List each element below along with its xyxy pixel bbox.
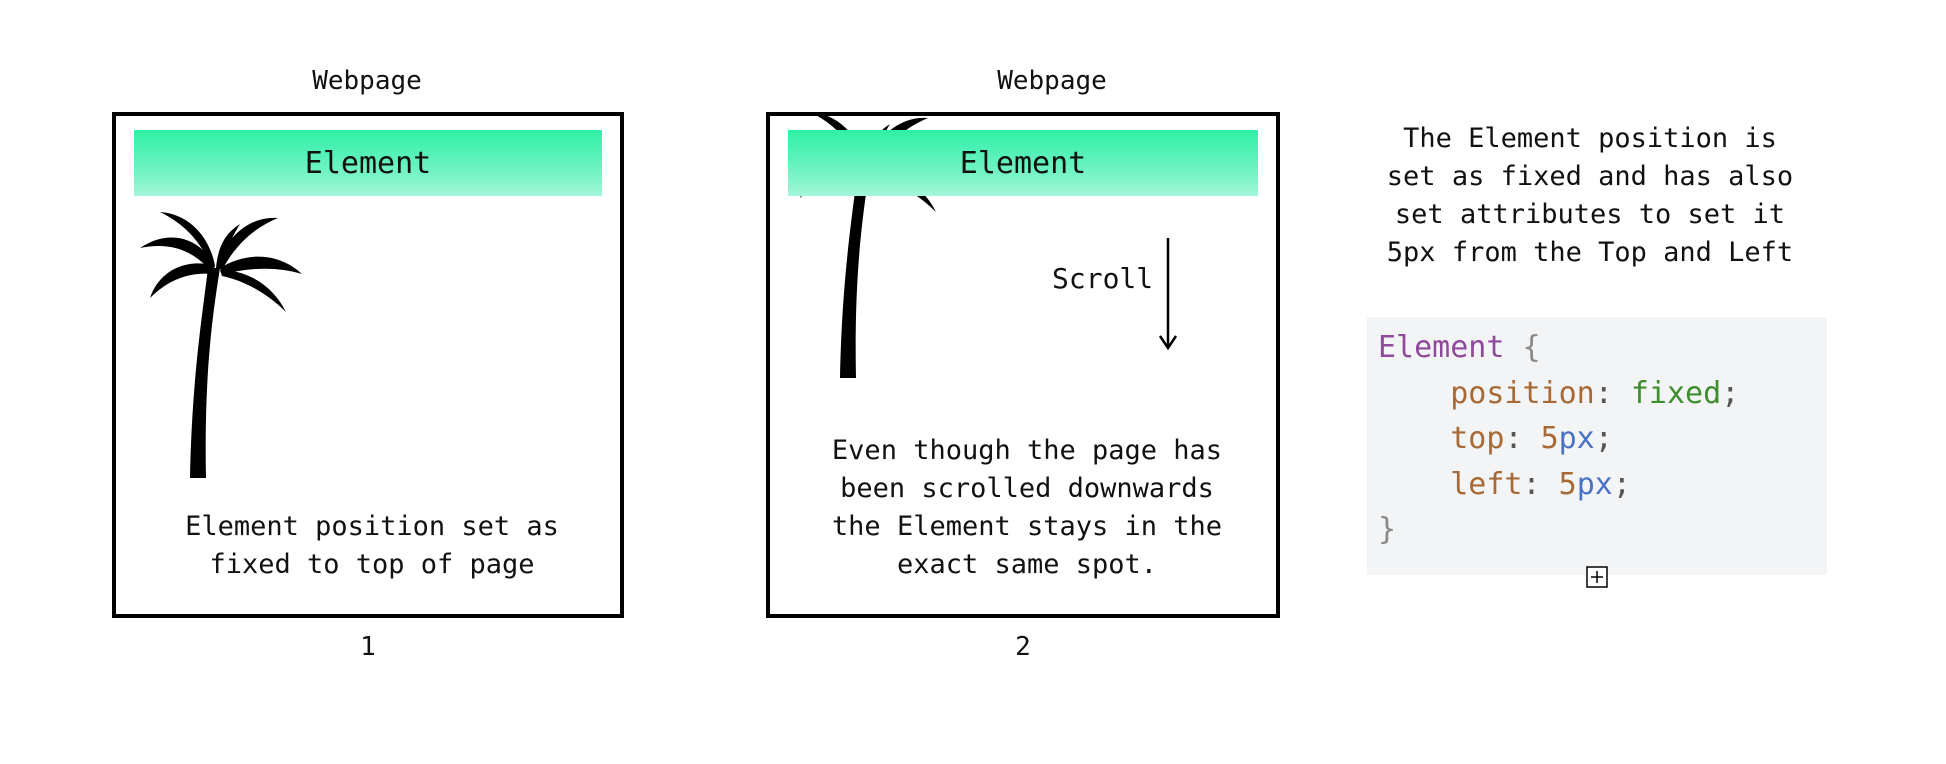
code-close-brace: } xyxy=(1378,512,1397,547)
panel-2-webpage-frame: Element Scroll Even though the page has … xyxy=(766,112,1280,618)
code-selector: Element xyxy=(1378,330,1505,365)
description-line: The Element position is xyxy=(1403,123,1777,154)
panel-1-caption: Element position set as fixed to top of … xyxy=(136,508,608,584)
panel-2-title: Webpage xyxy=(997,66,1107,96)
expand-icon[interactable] xyxy=(1586,566,1608,588)
palm-tree-icon xyxy=(140,212,302,478)
description-line: 5px from the Top and Left xyxy=(1386,237,1794,268)
code-line-declaration: left: 5px; xyxy=(1378,462,1827,508)
description-text: The Element position is set as fixed and… xyxy=(1370,120,1810,272)
code-semicolon: ; xyxy=(1612,466,1631,502)
arrow-down-icon xyxy=(1158,238,1178,351)
code-line-selector: Element { xyxy=(1378,325,1827,371)
panel-2-element-bar: Element xyxy=(788,130,1258,196)
panel-1-number: 1 xyxy=(360,632,376,662)
panel-1-caption-line: Element position set as xyxy=(185,511,559,542)
code-semicolon: ; xyxy=(1594,421,1613,456)
code-colon: : xyxy=(1504,421,1541,456)
panel-2-caption-line: Even though the page has xyxy=(831,435,1223,466)
panel-1-webpage-frame: Element Element position set as fixed to… xyxy=(112,112,624,618)
description-line: set attributes to set it xyxy=(1394,199,1786,230)
code-unit: px xyxy=(1558,421,1595,456)
panel-2-caption-line: exact same spot. xyxy=(896,549,1158,580)
panel-1-caption-line: fixed to top of page xyxy=(209,549,535,580)
code-number: 5 xyxy=(1540,421,1559,456)
code-line-declaration: position: fixed; xyxy=(1378,371,1827,417)
panel-2-caption-line: been scrolled downwards xyxy=(840,473,1214,504)
code-colon: : xyxy=(1522,466,1559,502)
code-property: left xyxy=(1450,466,1523,502)
code-number: 5 xyxy=(1558,466,1577,502)
description-line: set as fixed and has also xyxy=(1386,161,1794,192)
code-semicolon: ; xyxy=(1721,375,1740,411)
code-property: top xyxy=(1450,421,1505,456)
code-property: position xyxy=(1450,375,1595,411)
panel-2-caption-line: the Element stays in the xyxy=(831,511,1223,542)
code-open-brace: { xyxy=(1522,330,1541,365)
panel-1-element-bar: Element xyxy=(134,130,602,196)
scroll-label: Scroll xyxy=(1052,262,1154,295)
panel-2-caption: Even though the page has been scrolled d… xyxy=(790,432,1264,584)
code-value: fixed xyxy=(1630,375,1722,411)
panel-1-title: Webpage xyxy=(312,66,422,96)
css-code-block: Element { position: fixed; top: 5px; lef… xyxy=(1367,317,1827,575)
panel-2-number: 2 xyxy=(1015,632,1031,662)
code-line-close: } xyxy=(1378,507,1827,553)
code-unit: px xyxy=(1576,466,1613,502)
code-line-declaration: top: 5px; xyxy=(1378,416,1827,462)
code-colon: : xyxy=(1594,375,1631,411)
